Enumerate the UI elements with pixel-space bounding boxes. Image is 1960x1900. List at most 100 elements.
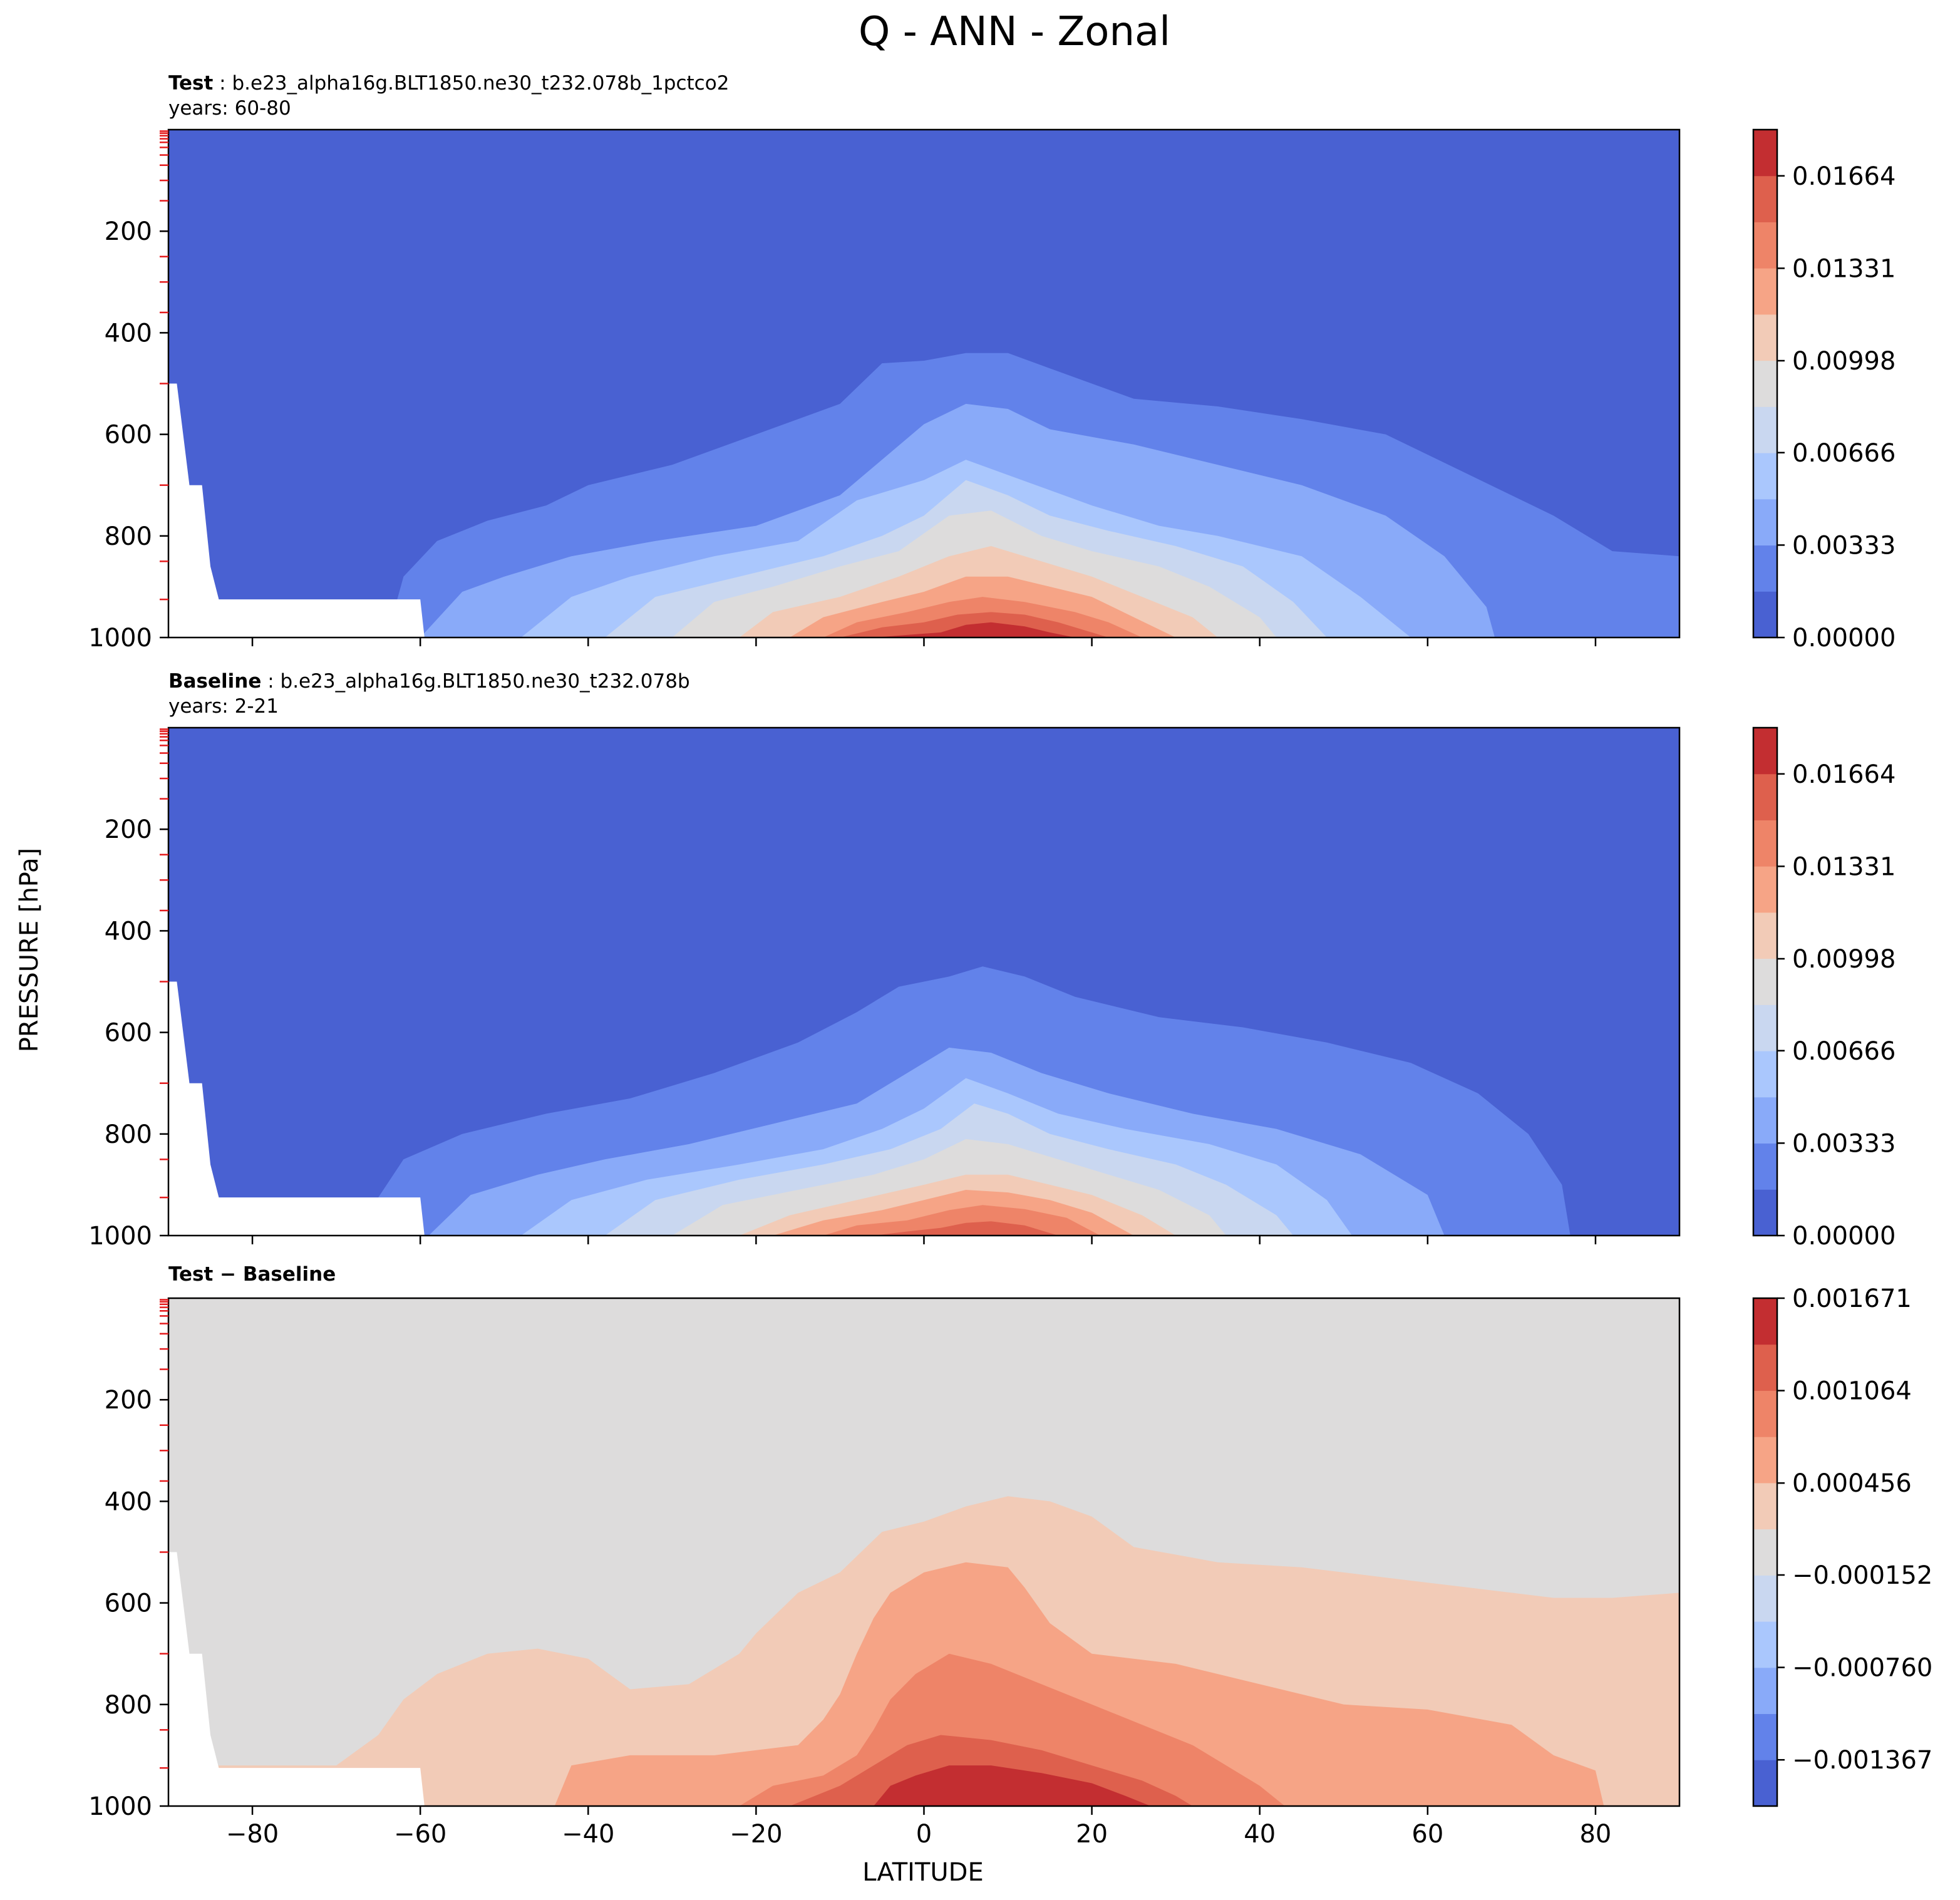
x-tick-label: 80 [1579,1820,1611,1849]
panel-title: Test : b.e23_alpha16g.BLT1850.ne30_t232.… [168,72,729,95]
colorbar-tick-label: 0.00666 [1792,439,1896,468]
colorbar-tick-label: 0.01331 [1792,254,1896,283]
colorbar-swatch [1753,1529,1777,1576]
colorbar: 0.01664 0.01331 0.00998 0.00666 0.00333 0.000… [1752,726,1896,1251]
colorbar: 0.001671 0.001064 0.000456 −0.000152 −0.0007… [1752,1284,1932,1807]
colorbar-swatch [1753,1298,1777,1345]
contour-field [168,1298,1679,1806]
panel-test: Test : b.e23_alpha16g.BLT1850.ne30_t232.… [88,72,1896,653]
y-tick-label: 800 [105,1691,152,1720]
colorbar-swatch [1753,1667,1777,1715]
panel-title-bold: Baseline [168,670,261,693]
colorbar-tick-label: 0.00998 [1792,347,1896,376]
colorbar-swatch [1753,498,1777,546]
colorbar-swatch [1753,130,1777,177]
y-tick-label: 400 [105,1487,152,1516]
contour-field [168,728,1679,1236]
x-tick-label: 40 [1244,1820,1276,1849]
y-tick-label: 800 [105,522,152,551]
colorbar-swatch [1753,773,1777,820]
contour-field [168,130,1679,638]
contour-band-level-9 [874,1221,1058,1236]
colorbar-tick-label: 0.001671 [1792,1284,1912,1313]
colorbar: 0.01664 0.01331 0.00998 0.00666 0.00333 0.000… [1752,128,1896,653]
y-tick-label: 400 [105,917,152,946]
panel-title-bold: Test − Baseline [168,1263,336,1286]
colorbar-swatch [1753,222,1777,269]
colorbar-swatch [1753,175,1777,222]
colorbar-tick-label: 0.000456 [1792,1469,1912,1498]
colorbar-tick-label: 0.01331 [1792,852,1896,881]
colorbar-swatch [1753,268,1777,315]
y-tick-label: 1000 [88,1222,152,1251]
y-axis-label: PRESSURE [hPa] [15,848,44,1052]
x-tick-label: 60 [1411,1820,1443,1849]
colorbar-tick-label: −0.001367 [1792,1746,1932,1775]
colorbar-frame [1752,128,1778,639]
colorbar-tick-label: −0.000760 [1792,1654,1932,1683]
y-tick-label: 200 [105,1386,152,1415]
panel-diff: Test − Baseline 200 400 600 800 1000 −80 −60 −40… [88,1263,1932,1849]
colorbar-swatch [1753,1189,1777,1236]
colorbar-tick-label: 0.00666 [1792,1037,1896,1066]
colorbar-frame [1752,1297,1778,1807]
colorbar-swatch [1753,958,1777,1005]
x-tick-label: 20 [1076,1820,1108,1849]
panel-title-rest: : b.e23_alpha16g.BLT1850.ne30_t232.078b [261,670,689,693]
colorbar-swatch [1753,545,1777,592]
colorbar-tick-label: 0.00333 [1792,1129,1896,1158]
colorbar-tick-label: 0.01664 [1792,760,1896,789]
panel-subtitle: years: 60-80 [168,97,291,120]
panel-title: Test − Baseline [168,1263,336,1286]
y-tick-label: 600 [105,421,152,450]
colorbar-swatch [1753,360,1777,407]
y-tick-label: 800 [105,1120,152,1149]
contour-band-level-7 [554,1562,1604,1806]
colorbar-tick-label: 0.00333 [1792,531,1896,560]
panel-title-rest: : b.e23_alpha16g.BLT1850.ne30_t232.078b_… [213,72,729,95]
panel-title: Baseline : b.e23_alpha16g.BLT1850.ne30_t… [168,670,690,693]
y-tick-label: 600 [105,1019,152,1048]
y-tick-label: 200 [105,217,152,246]
colorbar-tick-label: 0.00000 [1792,624,1896,653]
colorbar-swatch [1753,912,1777,959]
y-tick-label: 1000 [88,624,152,653]
colorbar-swatch [1753,1097,1777,1144]
colorbar-swatch [1753,1713,1777,1760]
y-tick-label: 400 [105,319,152,348]
x-tick-label: −60 [394,1820,446,1849]
contour-band-level-10 [874,622,1075,638]
terrain-mask [168,981,425,1236]
colorbar-swatch [1753,1004,1777,1051]
colorbar-swatch [1753,1143,1777,1190]
x-tick-label: −40 [562,1820,614,1849]
colorbar-swatch [1753,1621,1777,1668]
colorbar-swatch [1753,406,1777,453]
terrain-mask [168,1552,425,1806]
colorbar-swatch [1753,1575,1777,1622]
y-tick-label: 200 [105,815,152,844]
colorbar-frame [1752,726,1778,1237]
y-tick-label: 1000 [88,1792,152,1821]
y-tick-label: 600 [105,1589,152,1618]
colorbar-tick-label: 0.00000 [1792,1222,1896,1251]
colorbar-swatch [1753,1390,1777,1437]
colorbar-swatch [1753,1344,1777,1391]
colorbar-swatch [1753,1482,1777,1530]
contour-band-level-10 [874,1765,1151,1806]
colorbar-swatch [1753,866,1777,913]
colorbar-swatch [1753,1437,1777,1484]
x-axis-label: LATITUDE [862,1858,983,1887]
colorbar-swatch [1753,453,1777,500]
x-tick-label: −80 [226,1820,279,1849]
colorbar-tick-label: 0.01664 [1792,162,1896,191]
colorbar-swatch [1753,1051,1777,1098]
colorbar-swatch [1753,728,1777,775]
terrain-mask [168,383,425,638]
figure-title: Q - ANN - Zonal [859,9,1170,55]
colorbar-tick-label: −0.000152 [1792,1561,1932,1590]
colorbar-tick-label: 0.001064 [1792,1377,1912,1406]
x-tick-label: −20 [730,1820,782,1849]
colorbar-swatch [1753,1760,1777,1807]
